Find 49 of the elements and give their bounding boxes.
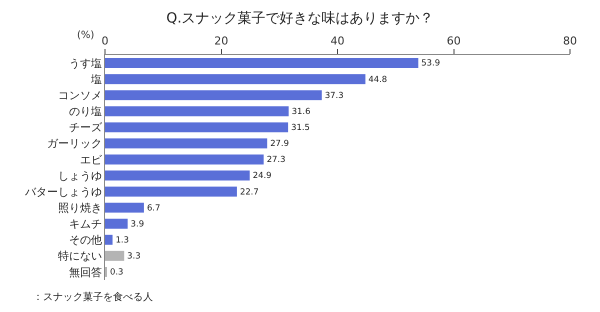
data-label: 24.9: [252, 170, 272, 180]
x-tick-label: 20: [214, 34, 228, 48]
bar: [105, 170, 250, 181]
x-tick-label: 0: [102, 34, 108, 48]
y-tick-label: ガーリック: [46, 137, 102, 150]
data-label: 27.3: [266, 154, 286, 164]
bar: [105, 58, 418, 68]
data-label: 44.8: [368, 74, 388, 84]
y-tick-label: キムチ: [68, 218, 102, 231]
data-label: 31.5: [291, 122, 310, 132]
data-label: 1.3: [116, 234, 129, 244]
y-tick-label: 無回答: [68, 266, 102, 279]
bar: [105, 106, 289, 116]
y-tick-label: チーズ: [68, 121, 103, 134]
bar: [105, 122, 288, 132]
y-tick-label: その他: [68, 234, 102, 247]
text: ：スナック菓子を食べる人: [33, 291, 153, 303]
y-tick-label: 照り焼き: [58, 202, 102, 215]
y-tick-label: しょうゆ: [58, 169, 102, 182]
bar: [105, 250, 124, 261]
x-axis-title: (%): [77, 30, 94, 41]
data-label: 3.3: [127, 250, 141, 261]
x-tick-label: 40: [330, 34, 344, 48]
bar: [105, 186, 237, 197]
data-label: 53.9: [421, 58, 440, 68]
data-label: 22.7: [240, 186, 259, 196]
data-label: 3.9: [130, 218, 144, 228]
bar: [105, 218, 128, 229]
bar: [105, 202, 144, 213]
x-tick-label: 80: [563, 34, 577, 48]
y-tick-label: コンソメ: [58, 89, 102, 102]
y-tick-label: エビ: [80, 153, 103, 166]
y-tick-label: のり塩: [68, 105, 102, 118]
data-label: 0.3: [110, 266, 124, 277]
y-tick-label: 塩: [90, 72, 102, 86]
x-tick-label: 60: [446, 34, 461, 48]
data-label: 27.9: [270, 138, 289, 148]
bar: [105, 154, 264, 164]
y-tick-label: うす塩: [68, 56, 102, 70]
data-label: 37.3: [324, 90, 344, 100]
bar: [105, 234, 113, 245]
data-label: 6.7: [146, 202, 160, 212]
data-label: 31.6: [292, 106, 310, 116]
bar: [105, 74, 366, 84]
bar: [105, 138, 268, 148]
chart-title: Q.スナック菓子で好きな味はありますか？: [166, 10, 434, 26]
y-tick-label: 特にない: [58, 250, 102, 263]
bar: [105, 90, 322, 100]
y-tick-label: バターしょうゆ: [24, 185, 102, 198]
